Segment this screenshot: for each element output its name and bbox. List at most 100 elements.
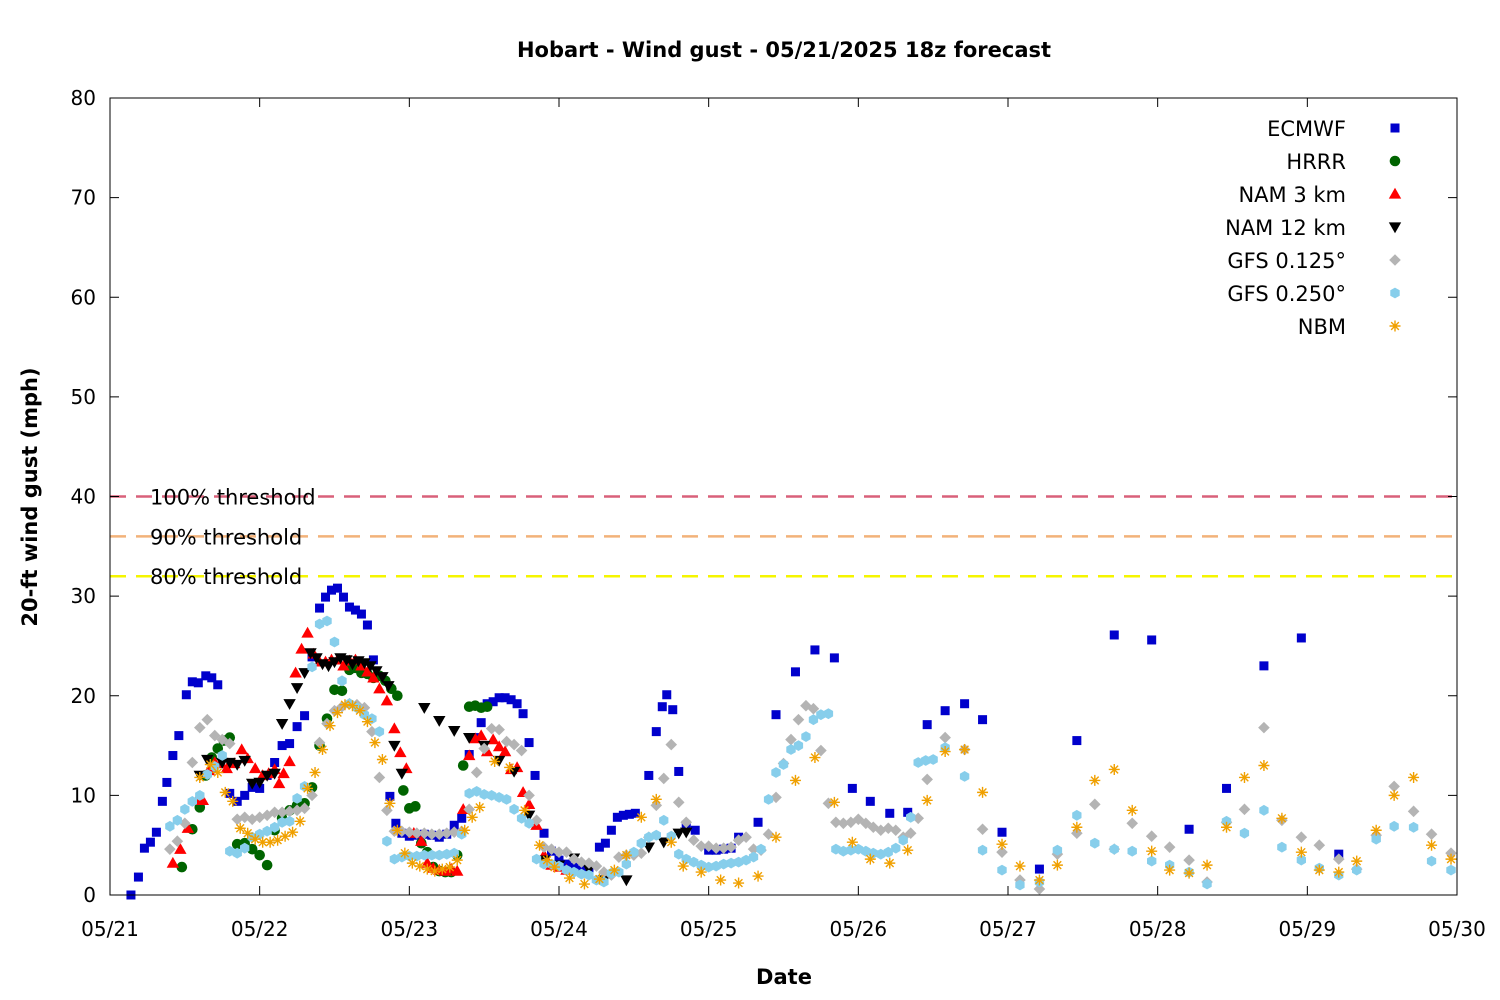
data-point	[608, 864, 620, 876]
data-point	[411, 827, 423, 840]
data-point	[1146, 845, 1158, 857]
data-point	[457, 760, 469, 771]
data-point	[181, 690, 191, 700]
data-point	[1295, 831, 1308, 844]
data-point	[534, 839, 546, 851]
data-point	[257, 836, 269, 848]
data-point	[733, 856, 744, 868]
data-point	[1145, 830, 1158, 843]
data-point	[436, 863, 448, 875]
data-point	[246, 843, 258, 855]
data-point	[240, 842, 250, 854]
data-point	[1015, 879, 1025, 891]
data-point	[196, 794, 209, 806]
data-point	[789, 774, 801, 786]
data-point	[272, 777, 286, 789]
data-point	[294, 815, 306, 827]
data-point	[1126, 817, 1139, 830]
data-point	[187, 677, 197, 687]
data-point	[368, 655, 378, 665]
data-point	[1351, 855, 1363, 867]
data-point	[524, 817, 534, 829]
data-point	[1388, 789, 1400, 801]
data-point	[1072, 736, 1082, 746]
data-point	[1222, 783, 1232, 793]
data-point	[429, 865, 441, 877]
data-point	[1371, 833, 1381, 845]
x-tick-label: 05/24	[530, 917, 588, 941]
data-point	[322, 615, 332, 627]
data-point	[563, 872, 575, 884]
data-point	[515, 744, 528, 757]
data-point	[865, 796, 875, 806]
data-point	[463, 803, 475, 816]
data-point	[232, 847, 242, 859]
data-point	[828, 796, 840, 808]
data-point	[549, 861, 561, 873]
data-point	[176, 861, 188, 873]
data-point	[689, 856, 699, 868]
data-point	[672, 828, 685, 840]
data-point	[864, 853, 876, 865]
data-point	[493, 723, 505, 736]
data-point	[680, 827, 693, 839]
data-point	[307, 661, 317, 673]
data-point	[329, 636, 340, 648]
data-point	[501, 794, 512, 805]
data-point	[620, 849, 632, 861]
data-point	[657, 837, 670, 849]
y-tick-label: 10	[71, 783, 96, 807]
data-point	[180, 803, 190, 815]
data-point	[997, 827, 1007, 837]
data-point	[1425, 828, 1438, 841]
data-point	[309, 766, 321, 778]
x-tick-label: 05/22	[231, 917, 289, 941]
data-point	[578, 878, 590, 890]
data-point	[508, 738, 520, 751]
data-point	[186, 756, 199, 769]
x-tick-label: 05/23	[381, 917, 439, 941]
data-point	[168, 751, 178, 761]
threshold-label: 90% threshold	[150, 525, 302, 549]
data-point	[470, 766, 483, 779]
data-point	[412, 850, 422, 862]
data-point	[374, 726, 385, 737]
data-point	[921, 755, 931, 766]
data-point	[337, 659, 350, 671]
data-point	[440, 827, 453, 840]
data-point	[249, 833, 261, 845]
data-point	[194, 721, 206, 734]
data-point	[272, 834, 284, 846]
data-point	[399, 847, 411, 859]
data-point	[162, 777, 172, 787]
data-point	[1183, 867, 1195, 879]
y-tick-label: 80	[71, 86, 96, 110]
threshold-lines: 100% threshold 90% threshold 80% threshold	[110, 486, 1457, 589]
data-point	[996, 846, 1008, 858]
data-point	[885, 808, 895, 818]
data-point	[710, 842, 722, 854]
data-point	[921, 794, 933, 806]
data-point	[1313, 839, 1326, 851]
data-point	[277, 816, 287, 828]
legend-marker	[1390, 123, 1400, 133]
data-point	[444, 861, 456, 873]
data-point	[418, 703, 431, 714]
data-point	[195, 790, 205, 801]
data-point	[295, 642, 308, 654]
data-point	[695, 840, 707, 852]
data-point	[829, 653, 839, 663]
legend-marker	[1388, 187, 1402, 199]
data-point	[489, 756, 501, 768]
data-point	[277, 741, 287, 751]
data-point	[904, 827, 917, 840]
data-point	[212, 766, 224, 778]
data-point	[690, 825, 700, 835]
data-point	[174, 842, 187, 854]
data-point	[771, 767, 781, 778]
data-point	[807, 702, 820, 715]
data-point	[753, 817, 763, 827]
data-point	[234, 822, 246, 834]
data-point	[1052, 844, 1063, 856]
data-point	[1202, 878, 1212, 890]
